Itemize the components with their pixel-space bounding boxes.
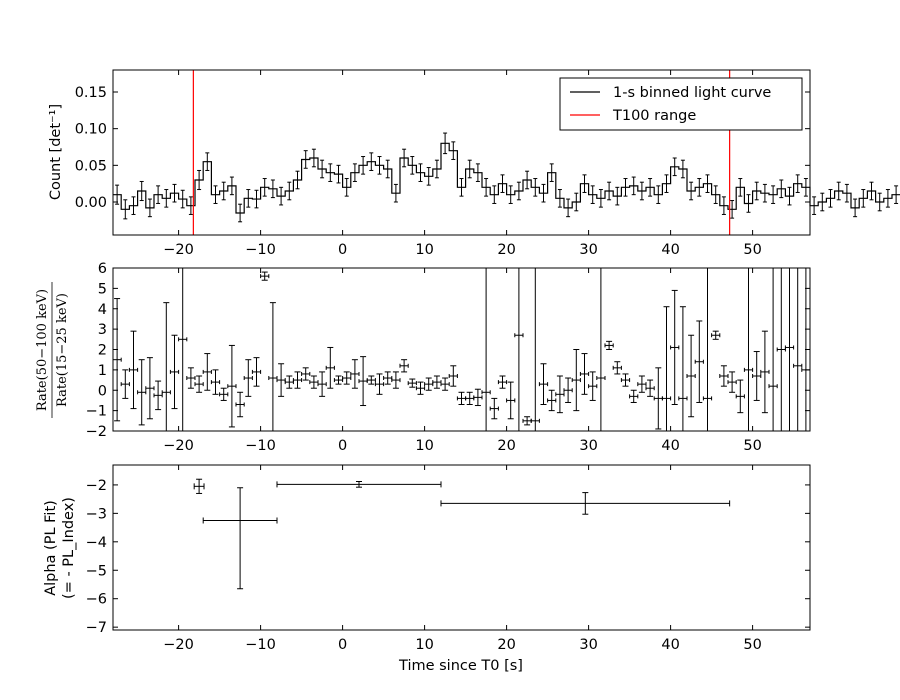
spectral-index-ylabel-line2: (= - PL_Index) xyxy=(61,497,77,599)
x-tick-label: 10 xyxy=(415,637,433,653)
hardness-ratio-marks xyxy=(112,267,811,432)
y-tick-label: 2 xyxy=(98,343,107,359)
x-tick-label: −20 xyxy=(163,438,194,454)
spectral-index-frame xyxy=(112,464,811,631)
y-tick-label: −2 xyxy=(86,478,107,494)
x-tick-label: −10 xyxy=(245,637,276,653)
y-tick-label: 6 xyxy=(98,261,107,277)
y-tick-label: 5 xyxy=(98,281,107,297)
x-tick-label: 0 xyxy=(338,438,347,454)
y-tick-label: 0.00 xyxy=(75,195,107,211)
x-tick-label: −10 xyxy=(245,242,276,258)
legend-box xyxy=(559,77,803,131)
x-tick-label: 20 xyxy=(497,637,515,653)
hardness-ratio-ylabel: Rate(50−100 keV) Rate(15−25 keV) xyxy=(35,282,70,418)
x-tick-label: 20 xyxy=(497,242,515,258)
x-tick-label: 10 xyxy=(415,438,433,454)
x-tick-label: 30 xyxy=(579,637,597,653)
y-tick-label: −4 xyxy=(86,535,107,551)
y-tick-label: 0.10 xyxy=(75,122,107,138)
ylabel-denominator: Rate(15−25 keV) xyxy=(55,293,70,407)
x-tick-label: 0 xyxy=(338,637,347,653)
light-curve-ylabel: Count [det⁻¹] xyxy=(48,104,64,200)
x-tick-label: 50 xyxy=(743,637,761,653)
ylabel-numerator: Rate(50−100 keV) xyxy=(35,289,50,411)
x-tick-label: −10 xyxy=(245,438,276,454)
y-tick-label: −3 xyxy=(86,506,107,522)
x-tick-label: 40 xyxy=(661,242,679,258)
light-curve-marks xyxy=(113,70,900,235)
x-tick-label: 30 xyxy=(579,438,597,454)
y-tick-label: 0.15 xyxy=(75,85,107,101)
spectral-index-panel: −20 −10 0 10 20 30 40 50 −7 −6 −5 −4 −3 −2 Alpha (PL … xyxy=(43,464,811,674)
y-tick-label: −7 xyxy=(86,620,107,636)
light-curve-legend: 1-s binned light curve T100 range xyxy=(559,77,803,131)
y-tick-label: 3 xyxy=(98,322,107,338)
x-tick-label: 50 xyxy=(743,438,761,454)
spectral-index-marks xyxy=(193,478,731,590)
y-tick-label: −6 xyxy=(86,592,107,608)
spectral-index-xlabel: Time since T0 [s] xyxy=(398,658,523,674)
legend-label-light-curve: 1-s binned light curve xyxy=(613,85,771,101)
x-tick-label: −20 xyxy=(163,242,194,258)
light-curve-ticks: −20 −10 0 10 20 30 40 50 0.00 0.05 0.10 0.15 xyxy=(75,70,810,258)
y-tick-label: 0 xyxy=(98,383,107,399)
y-tick-label: 4 xyxy=(98,302,107,318)
x-tick-label: 0 xyxy=(338,242,347,258)
x-tick-label: −20 xyxy=(163,637,194,653)
legend-label-t100: T100 range xyxy=(612,108,696,124)
y-tick-label: −5 xyxy=(86,563,107,579)
spectral-index-ylabel-line1: Alpha (PL Fit) xyxy=(43,500,59,596)
x-tick-label: 10 xyxy=(415,242,433,258)
x-tick-label: 30 xyxy=(579,242,597,258)
x-tick-label: 20 xyxy=(497,438,515,454)
y-tick-label: 1 xyxy=(98,363,107,379)
x-tick-label: 50 xyxy=(743,242,761,258)
x-tick-label: 40 xyxy=(661,438,679,454)
spectral-index-ticks: −20 −10 0 10 20 30 40 50 −7 −6 −5 −4 −3 −2 xyxy=(86,465,810,653)
light-curve-frame xyxy=(112,69,811,236)
x-tick-label: 40 xyxy=(661,637,679,653)
light-curve-panel: −20 −10 0 10 20 30 40 50 0.00 0.05 0.10 0.15 Count … xyxy=(48,69,900,258)
y-tick-label: −1 xyxy=(86,404,107,420)
y-tick-label: −2 xyxy=(86,424,107,440)
light-curve-step-line xyxy=(113,142,900,214)
y-tick-label: 0.05 xyxy=(75,158,107,174)
